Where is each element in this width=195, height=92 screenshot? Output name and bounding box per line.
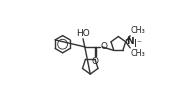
Text: N: N — [126, 37, 134, 46]
Text: +: + — [124, 35, 131, 44]
Text: CH₃: CH₃ — [131, 26, 145, 35]
Text: O: O — [92, 57, 99, 66]
Text: O: O — [101, 42, 108, 51]
Text: HO: HO — [76, 29, 90, 38]
Text: CH₃: CH₃ — [131, 49, 145, 58]
Text: I⁻: I⁻ — [134, 39, 142, 49]
